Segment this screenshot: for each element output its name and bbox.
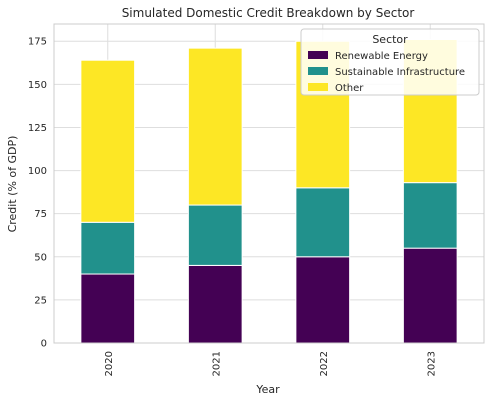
axes: 0 25 50 75 100 125 150 175 2020 2021 2022 2023 — [28, 23, 485, 376]
y-tick-label: 100 — [28, 166, 47, 177]
x-tick-label: 2020 — [104, 351, 115, 376]
chart-title: Simulated Domestic Credit Breakdown by S… — [122, 6, 415, 20]
bar-segment — [402, 182, 458, 249]
y-tick-label: 25 — [34, 295, 47, 306]
y-axis-label: Credit (% of GDP) — [6, 136, 19, 233]
x-tick-label: 2021 — [211, 351, 222, 376]
bar-segment — [187, 204, 243, 266]
bar-segment — [80, 221, 136, 275]
y-tick-label: 175 — [28, 37, 47, 48]
legend-swatch — [308, 67, 328, 75]
bar-segment — [295, 187, 351, 258]
y-tick-label: 0 — [41, 339, 47, 350]
y-tick-label: 75 — [34, 209, 47, 220]
x-axis-label: Year — [255, 383, 280, 396]
x-tick-label: 2022 — [319, 351, 330, 376]
bar-segment — [187, 47, 243, 206]
bar-segment — [80, 273, 136, 344]
bar-segment — [187, 264, 243, 344]
legend-title: Sector — [372, 33, 408, 46]
legend-box — [300, 28, 480, 96]
bar-segment — [295, 256, 351, 344]
legend-label: Other — [335, 83, 364, 94]
bar-segment — [80, 59, 136, 223]
y-tick-label: 150 — [28, 80, 47, 91]
legend-swatch — [308, 83, 328, 91]
bar-segment — [402, 247, 458, 344]
legend-swatch — [308, 51, 328, 59]
legend: Sector Renewable Energy Sustainable Infras… — [300, 28, 480, 96]
y-tick-label: 50 — [34, 252, 47, 263]
x-tick-label: 2023 — [426, 351, 437, 376]
legend-label: Sustainable Infrastructure — [335, 67, 465, 78]
y-tick-label: 125 — [28, 123, 47, 134]
legend-label: Renewable Energy — [335, 51, 428, 62]
plot-frame — [53, 23, 485, 344]
